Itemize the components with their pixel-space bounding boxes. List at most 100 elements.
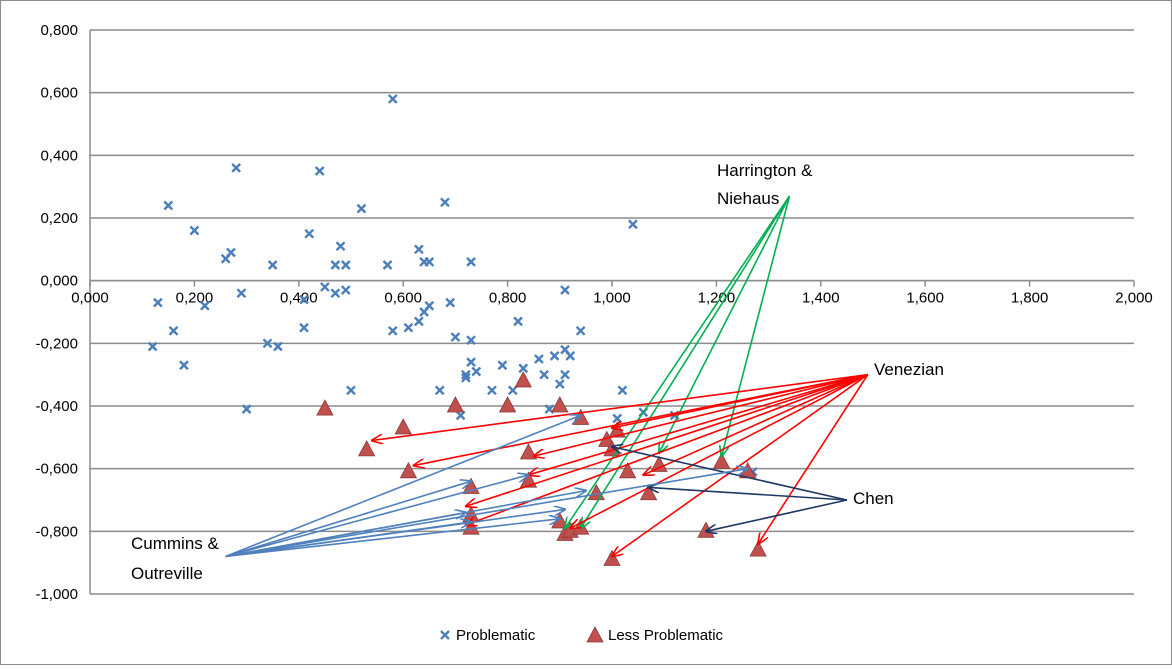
y-tick-label: -1,000 bbox=[35, 586, 78, 603]
data-point-problematic bbox=[445, 297, 456, 308]
annotation-arrow bbox=[528, 373, 869, 475]
data-point-problematic bbox=[330, 260, 341, 270]
data-point-problematic bbox=[424, 257, 435, 267]
data-point-problematic bbox=[147, 341, 158, 352]
data-point-less-problematic bbox=[618, 461, 637, 479]
data-point-problematic bbox=[554, 379, 565, 389]
x-tick-label: 1,400 bbox=[802, 290, 840, 307]
y-tick-label: -0,200 bbox=[35, 335, 78, 352]
data-point-problematic bbox=[466, 335, 476, 346]
data-point-problematic bbox=[168, 325, 179, 336]
data-point-problematic bbox=[382, 260, 393, 270]
annotation-arrow bbox=[466, 373, 869, 507]
y-tick-label: 0,400 bbox=[40, 147, 78, 164]
x-tick-label: 1,000 bbox=[593, 290, 631, 307]
annotation-arrow bbox=[372, 373, 868, 441]
data-point-problematic bbox=[267, 260, 278, 270]
x-tick-label: 0,000 bbox=[71, 290, 109, 307]
data-point-problematic bbox=[560, 285, 570, 295]
data-point-problematic bbox=[534, 354, 544, 364]
y-tick-label: 0,800 bbox=[40, 22, 78, 39]
data-point-problematic bbox=[299, 322, 309, 333]
legend-marker-less-problematic bbox=[586, 626, 604, 643]
y-tick-label: -0,400 bbox=[35, 398, 78, 415]
annotation-arrow bbox=[722, 195, 791, 456]
annotation-label: Cummins & bbox=[131, 534, 220, 553]
data-point-problematic bbox=[340, 285, 351, 295]
data-point-problematic bbox=[163, 200, 174, 211]
data-point-problematic bbox=[153, 297, 163, 308]
data-point-problematic bbox=[575, 325, 586, 336]
data-point-problematic bbox=[236, 288, 247, 299]
x-tick-label: 0,200 bbox=[176, 290, 214, 307]
annotation-arrow bbox=[570, 373, 869, 529]
data-point-problematic bbox=[507, 385, 518, 396]
annotation-arrow bbox=[225, 475, 529, 558]
data-point-problematic bbox=[273, 341, 283, 352]
data-point-problematic bbox=[518, 363, 529, 374]
data-point-problematic bbox=[340, 260, 351, 270]
x-tick-label: 0,800 bbox=[489, 290, 527, 307]
data-point-problematic bbox=[314, 166, 325, 176]
axes: 0,800 0,600 0,400 0,200 0,000 -0,200 -0,400 -0,… bbox=[35, 22, 1152, 603]
data-point-problematic bbox=[460, 369, 471, 380]
data-point-problematic bbox=[497, 360, 508, 371]
annotation-arrow bbox=[225, 415, 581, 558]
legend-marker-problematic bbox=[440, 630, 450, 640]
annotations: Harrington & Niehaus Venezian Chen Cummins &… bbox=[131, 161, 944, 583]
legend-label-less-problematic: Less Problematic bbox=[608, 627, 724, 644]
data-point-problematic bbox=[320, 282, 330, 292]
legend: Problematic Less Problematic bbox=[440, 626, 724, 644]
data-point-problematic bbox=[241, 404, 252, 414]
annotation-arrow bbox=[225, 519, 560, 558]
data-point-problematic bbox=[179, 360, 189, 371]
data-point-problematic bbox=[189, 225, 200, 236]
data-point-problematic bbox=[617, 385, 628, 396]
data-point-problematic bbox=[466, 257, 476, 267]
data-point-problematic bbox=[424, 300, 435, 311]
data-point-problematic bbox=[356, 203, 367, 214]
annotation-arrow bbox=[581, 195, 791, 528]
data-point-less-problematic bbox=[446, 396, 465, 413]
data-point-problematic bbox=[414, 244, 424, 255]
data-point-problematic bbox=[199, 300, 210, 311]
data-point-less-problematic bbox=[551, 396, 569, 413]
data-point-problematic bbox=[549, 351, 560, 361]
gridlines bbox=[90, 29, 1134, 595]
annotation-arrow bbox=[225, 481, 471, 558]
x-tick-label: 1,600 bbox=[906, 290, 944, 307]
data-point-problematic bbox=[304, 228, 315, 239]
y-tick-label: -0,600 bbox=[35, 461, 78, 478]
x-tick-label: 0,400 bbox=[280, 290, 318, 307]
annotation-label: Venezian bbox=[874, 360, 944, 379]
data-point-less-problematic bbox=[587, 483, 606, 501]
y-tick-label: 0,200 bbox=[40, 210, 78, 227]
x-tick-label: 2,000 bbox=[1115, 290, 1153, 307]
data-point-problematic bbox=[299, 294, 309, 305]
annotation-arrow bbox=[225, 469, 748, 558]
x-tick-label: 1,200 bbox=[698, 290, 736, 307]
legend-label-problematic: Problematic bbox=[456, 627, 536, 644]
annotation-label: Chen bbox=[853, 489, 894, 508]
data-point-problematic bbox=[560, 369, 570, 380]
data-point-less-problematic bbox=[394, 418, 412, 435]
data-point-problematic bbox=[414, 316, 424, 327]
data-point-problematic bbox=[387, 325, 398, 336]
annotation-label: Outreville bbox=[131, 564, 203, 583]
data-point-problematic bbox=[262, 338, 273, 349]
data-point-less-problematic bbox=[712, 452, 731, 469]
data-point-problematic bbox=[471, 366, 482, 377]
annotation-arrow bbox=[612, 447, 848, 501]
data-point-less-problematic bbox=[399, 461, 418, 479]
x-tick-label: 1,800 bbox=[1011, 290, 1049, 307]
data-point-problematic bbox=[487, 385, 497, 396]
annotation-arrow bbox=[706, 499, 848, 531]
data-point-problematic bbox=[460, 372, 471, 383]
data-point-less-problematic bbox=[514, 371, 532, 388]
data-point-problematic bbox=[330, 288, 341, 299]
series-problematic bbox=[147, 94, 758, 477]
data-point-problematic bbox=[455, 410, 466, 421]
annotation-arrow bbox=[643, 373, 869, 475]
